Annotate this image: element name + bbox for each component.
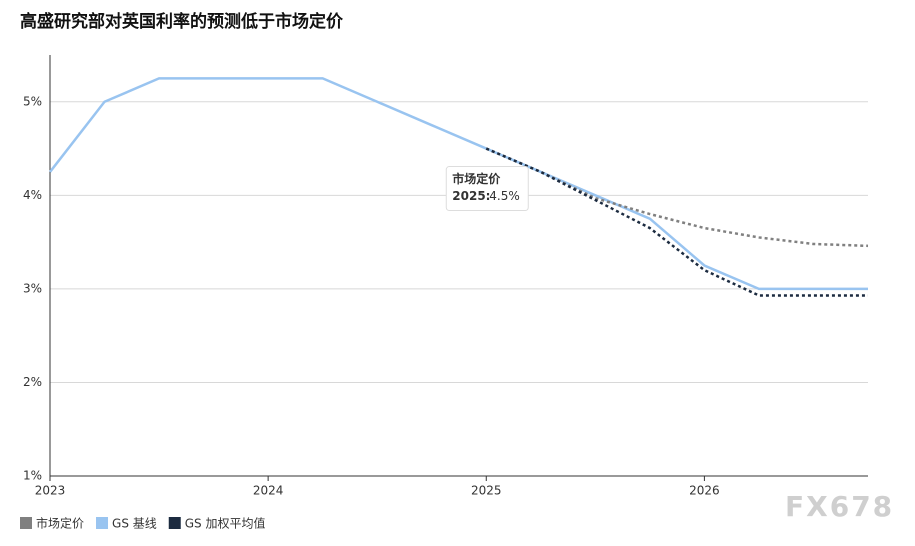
tooltip-value: 4.5% bbox=[489, 189, 520, 203]
watermark: FX678 bbox=[785, 490, 894, 523]
legend-label: 市场定价 bbox=[36, 516, 84, 531]
x-tick-label: 2023 bbox=[35, 484, 66, 498]
series-line bbox=[485, 147, 868, 297]
tooltip-title: 市场定价 bbox=[452, 171, 501, 186]
series-line bbox=[485, 147, 869, 248]
y-tick-label: 5% bbox=[23, 94, 42, 108]
legend-swatch bbox=[96, 517, 109, 529]
y-tick-label: 4% bbox=[23, 188, 42, 202]
legend-swatch bbox=[20, 517, 32, 529]
tooltip-label: 2025: bbox=[452, 189, 490, 203]
series-line bbox=[49, 77, 868, 291]
y-tick-label: 1% bbox=[23, 469, 42, 483]
y-tick-label: 3% bbox=[23, 281, 42, 295]
x-tick-label: 2025 bbox=[471, 484, 502, 498]
legend-label: GS 基线 bbox=[112, 517, 157, 531]
legend-label: GS 加权平均值 bbox=[185, 516, 266, 531]
chart-title: 高盛研究部对英国利率的预测低于市场定价 bbox=[20, 11, 344, 32]
tooltip: 市场定价 2025:4.5% bbox=[445, 166, 529, 212]
legend-swatch bbox=[168, 517, 181, 529]
tooltip-box bbox=[445, 166, 529, 212]
y-tick-label: 2% bbox=[23, 375, 42, 389]
x-tick-label: 2026 bbox=[689, 484, 720, 498]
x-tick-label: 2024 bbox=[253, 484, 284, 498]
